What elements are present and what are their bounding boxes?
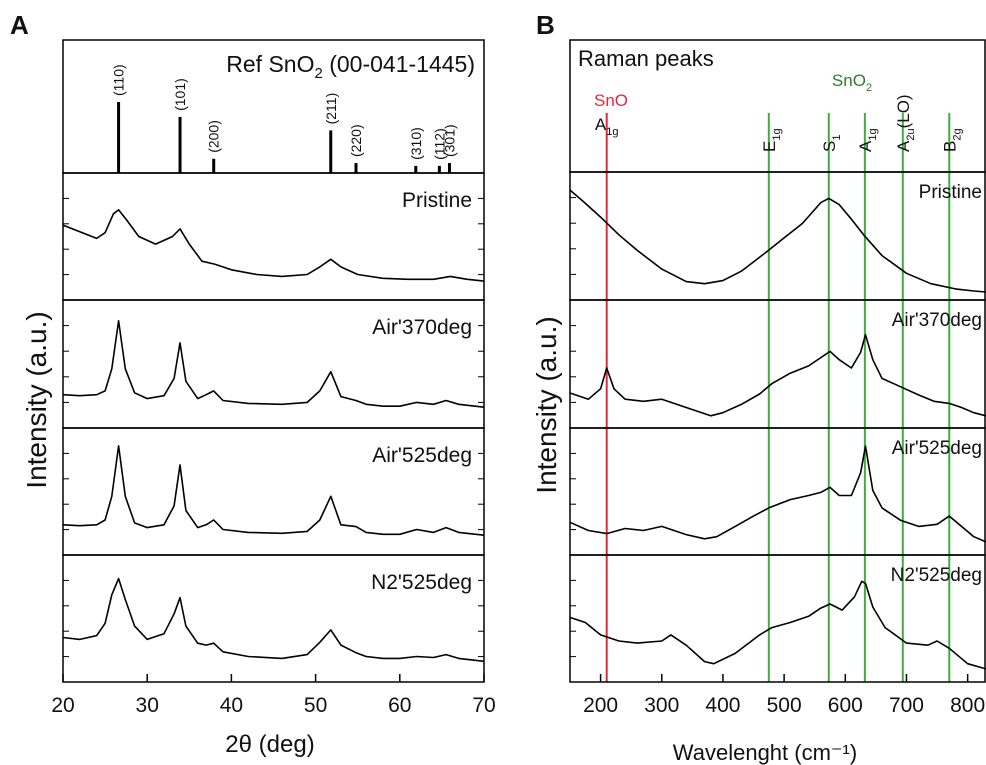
ref-peak-label-301: (301) — [441, 124, 457, 157]
panel-b-series-label-n2-525deg: N2'525deg — [891, 565, 982, 586]
panel-a-reference-peaks: (110) (101) (200) (211) (220) (310) (112)(301) — [111, 64, 457, 173]
panel-a-series-label-air-370deg: Air'370deg — [372, 316, 472, 339]
panel-a-series-label-air-525deg: Air'525deg — [372, 444, 472, 467]
panel-a-series-group: Pristine Air'370deg Air'525deg N2'525deg — [62, 189, 485, 663]
panel-b-frame — [569, 554, 986, 683]
raman-label-e1g: E1g — [760, 128, 783, 152]
panel-a-x-tick-label: 30 — [136, 694, 159, 717]
panel-a-label: A — [10, 10, 29, 40]
panel-a-series-pristine — [62, 209, 485, 282]
ref-peak-label-310: (310) — [408, 127, 424, 160]
ref-peak-label-101: (101) — [172, 78, 188, 111]
panel-b-x-tick-label: 700 — [889, 694, 924, 717]
panel-a-x-ticks: 20 30 40 50 60 70 — [51, 674, 496, 717]
panel-a-x-tick-label: 60 — [388, 694, 411, 717]
panel-b-ylabel: Intensity (a.u.) — [531, 316, 562, 493]
panel-a-series-air-370deg — [62, 320, 485, 408]
panel-a-x-tick-label: 70 — [472, 694, 495, 717]
ref-peak-label-200: (200) — [206, 120, 222, 153]
raman-label-s1: S1 — [820, 135, 843, 152]
ref-peak-label-110: (110) — [111, 64, 127, 96]
panel-b-x-tick-label: 800 — [950, 694, 985, 717]
panel-a-xlabel: 2θ (deg) — [225, 731, 314, 758]
raman-label-b2g: B2g — [940, 128, 963, 152]
panel-b-series-label-air-525deg: Air'525deg — [892, 438, 982, 459]
ref-peak-label-211: (211) — [323, 93, 339, 125]
panel-a-x-tick-label: 50 — [304, 694, 327, 717]
panel-b-x-ticks: 200 300 400 500 600 700 800 — [583, 674, 985, 717]
panel-a-series-label-n2-525deg: N2'525deg — [371, 571, 472, 594]
panel-a-frames — [62, 39, 485, 683]
panel-b-x-tick-label: 600 — [828, 694, 863, 717]
raman-label-a1g: A1g — [595, 115, 619, 138]
panel-b-x-tick-label: 200 — [583, 694, 618, 717]
panel-a-x-tick-label: 40 — [220, 694, 243, 717]
panel-b-frames — [569, 39, 986, 683]
panel-b-raman-lines: A1g E1g S1 A1g A2u(LO) B2g — [595, 94, 963, 682]
panel-b-ref-title: Raman peaks — [578, 46, 714, 71]
panel-b-xlabel: Wavelenght (cm⁻¹) — [673, 740, 857, 765]
panel-b-x-tick-label: 400 — [705, 694, 740, 717]
raman-label-a1g: A1g — [856, 128, 879, 152]
sno-label: SnO — [594, 91, 628, 110]
panel-b-series-group: Pristine Air'370deg Air'525deg N2'525deg — [569, 182, 986, 670]
panel-b-x-tick-label: 300 — [644, 694, 679, 717]
panel-a-ylabel: Intensity (a.u.) — [21, 311, 52, 488]
panel-a-x-tick-label: 20 — [51, 694, 74, 717]
ref-peak-label-112: (112) — [431, 128, 447, 160]
panel-b-series-label-air-370deg: Air'370deg — [892, 310, 982, 331]
panel-b-series-air-370deg — [569, 333, 986, 417]
sno2-label: SnO2 — [832, 71, 872, 94]
panel-a-series-n2-525deg — [62, 577, 485, 663]
panel-b-series-air-525deg — [569, 445, 986, 543]
panel-b-series-pristine — [569, 189, 986, 293]
panel-a-frame — [62, 554, 485, 683]
panel-b-series-n2-525deg — [569, 580, 986, 670]
panel-a-series-air-525deg — [62, 445, 485, 536]
panel-b-x-tick-label: 500 — [767, 694, 802, 717]
panel-b-label: B — [536, 10, 555, 40]
raman-label-a2u-lo: A2u(LO) — [894, 94, 917, 152]
panel-a-ref-title: Ref SnO2 (00-041-1445) — [226, 51, 475, 82]
panel-b-series-label-pristine: Pristine — [919, 182, 982, 203]
ref-peak-label-220: (220) — [348, 124, 364, 157]
panel-a-series-label-pristine: Pristine — [402, 189, 472, 212]
